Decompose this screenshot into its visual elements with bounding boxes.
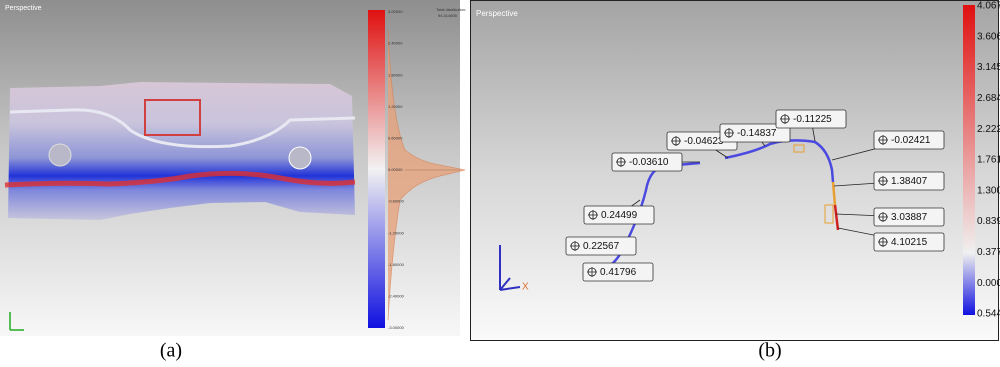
edge — [9, 108, 356, 149]
callout-icon — [616, 157, 626, 167]
callout-icon — [878, 212, 888, 222]
callout-icon — [587, 267, 597, 277]
callout-icon — [878, 176, 888, 186]
callout-value: 3.03887 — [891, 212, 928, 223]
scale-label: 3.00000 — [388, 9, 403, 14]
view-label: Perspective — [5, 5, 42, 12]
callout-box — [583, 205, 655, 225]
callout-value: 0.41796 — [600, 267, 637, 278]
scale-label: 2.22282 — [977, 124, 1000, 135]
scale-label: 3.14528 — [977, 62, 1000, 73]
callout-box — [873, 171, 945, 191]
marker — [793, 144, 805, 153]
scale-label: 1.30035 — [977, 185, 1000, 196]
scale-label: 0.00000 — [388, 167, 403, 172]
callout-icon — [570, 241, 580, 251]
scale-label: 4.06774 — [977, 1, 1000, 12]
callout-value: -0.02421 — [891, 135, 931, 146]
scale-label: 3.60651 — [977, 31, 1000, 42]
section-curve — [724, 139, 835, 183]
scale-label: 0.54457 — [977, 309, 1000, 320]
viewport-b — [470, 0, 999, 341]
scale-label: 1.20000 — [388, 104, 403, 109]
scale-label: 1.80000 — [388, 72, 403, 77]
callout-value: -0.14837 — [737, 128, 777, 139]
callout-box — [873, 232, 945, 252]
caption: (a) — [160, 340, 182, 362]
scale-label: -2.40000 — [388, 293, 405, 298]
scale-label: 2.68405 — [977, 93, 1000, 104]
scale-label: -3.00000 — [388, 325, 405, 330]
section-curve — [833, 204, 840, 231]
scale-label: 0.00000 — [977, 278, 1000, 289]
color-scale — [963, 5, 975, 315]
hole — [48, 143, 72, 167]
callout-box — [873, 130, 945, 150]
callout-icon — [878, 237, 888, 247]
color-scale — [368, 10, 385, 328]
view-label: Perspective — [476, 9, 518, 18]
callout-box — [582, 262, 654, 282]
callout-icon — [724, 128, 734, 138]
callout-value: 4.10215 — [891, 237, 928, 248]
callout-box — [719, 123, 791, 143]
caption: (b) — [758, 340, 781, 362]
callout-icon — [878, 135, 888, 145]
scale-label: 0.83912 — [977, 216, 1000, 227]
axis-triad — [9, 312, 24, 331]
feature — [144, 99, 201, 136]
marker — [824, 204, 834, 224]
scale-label: -1.20000 — [388, 230, 405, 235]
callout-icon — [588, 210, 598, 220]
callout-value: -0.04623 — [684, 136, 724, 147]
histogram — [387, 29, 466, 321]
distribution-label: Total distribution: — [436, 7, 466, 12]
axis-x: X — [522, 282, 529, 293]
callout-icon — [780, 114, 790, 124]
scale-label: 2.40000 — [388, 41, 403, 46]
callout-box — [775, 109, 847, 129]
scale-label: 1.76159 — [977, 155, 1000, 166]
callout-box — [565, 236, 637, 256]
callout-value: -0.11225 — [793, 114, 832, 125]
callout-box — [873, 207, 945, 227]
callout-value: 1.38407 — [891, 176, 928, 187]
deviation-band — [4, 170, 356, 188]
callout-value: -0.03610 — [629, 157, 669, 168]
callout-value: 0.24499 — [601, 210, 638, 221]
hole — [288, 146, 312, 170]
callout-value: 0.22567 — [583, 241, 620, 252]
axis-triad — [499, 245, 521, 291]
scale-label: -1.80000 — [388, 262, 405, 267]
scale-label: -0.60000 — [388, 199, 405, 204]
callout-box — [611, 152, 683, 172]
scale-label: 0.60000 — [388, 135, 403, 140]
scale-label: 0.37789 — [977, 247, 1000, 258]
distribution-value: 94.314605 — [438, 13, 458, 18]
callout-icon — [671, 136, 681, 146]
section-curve — [831, 181, 837, 206]
